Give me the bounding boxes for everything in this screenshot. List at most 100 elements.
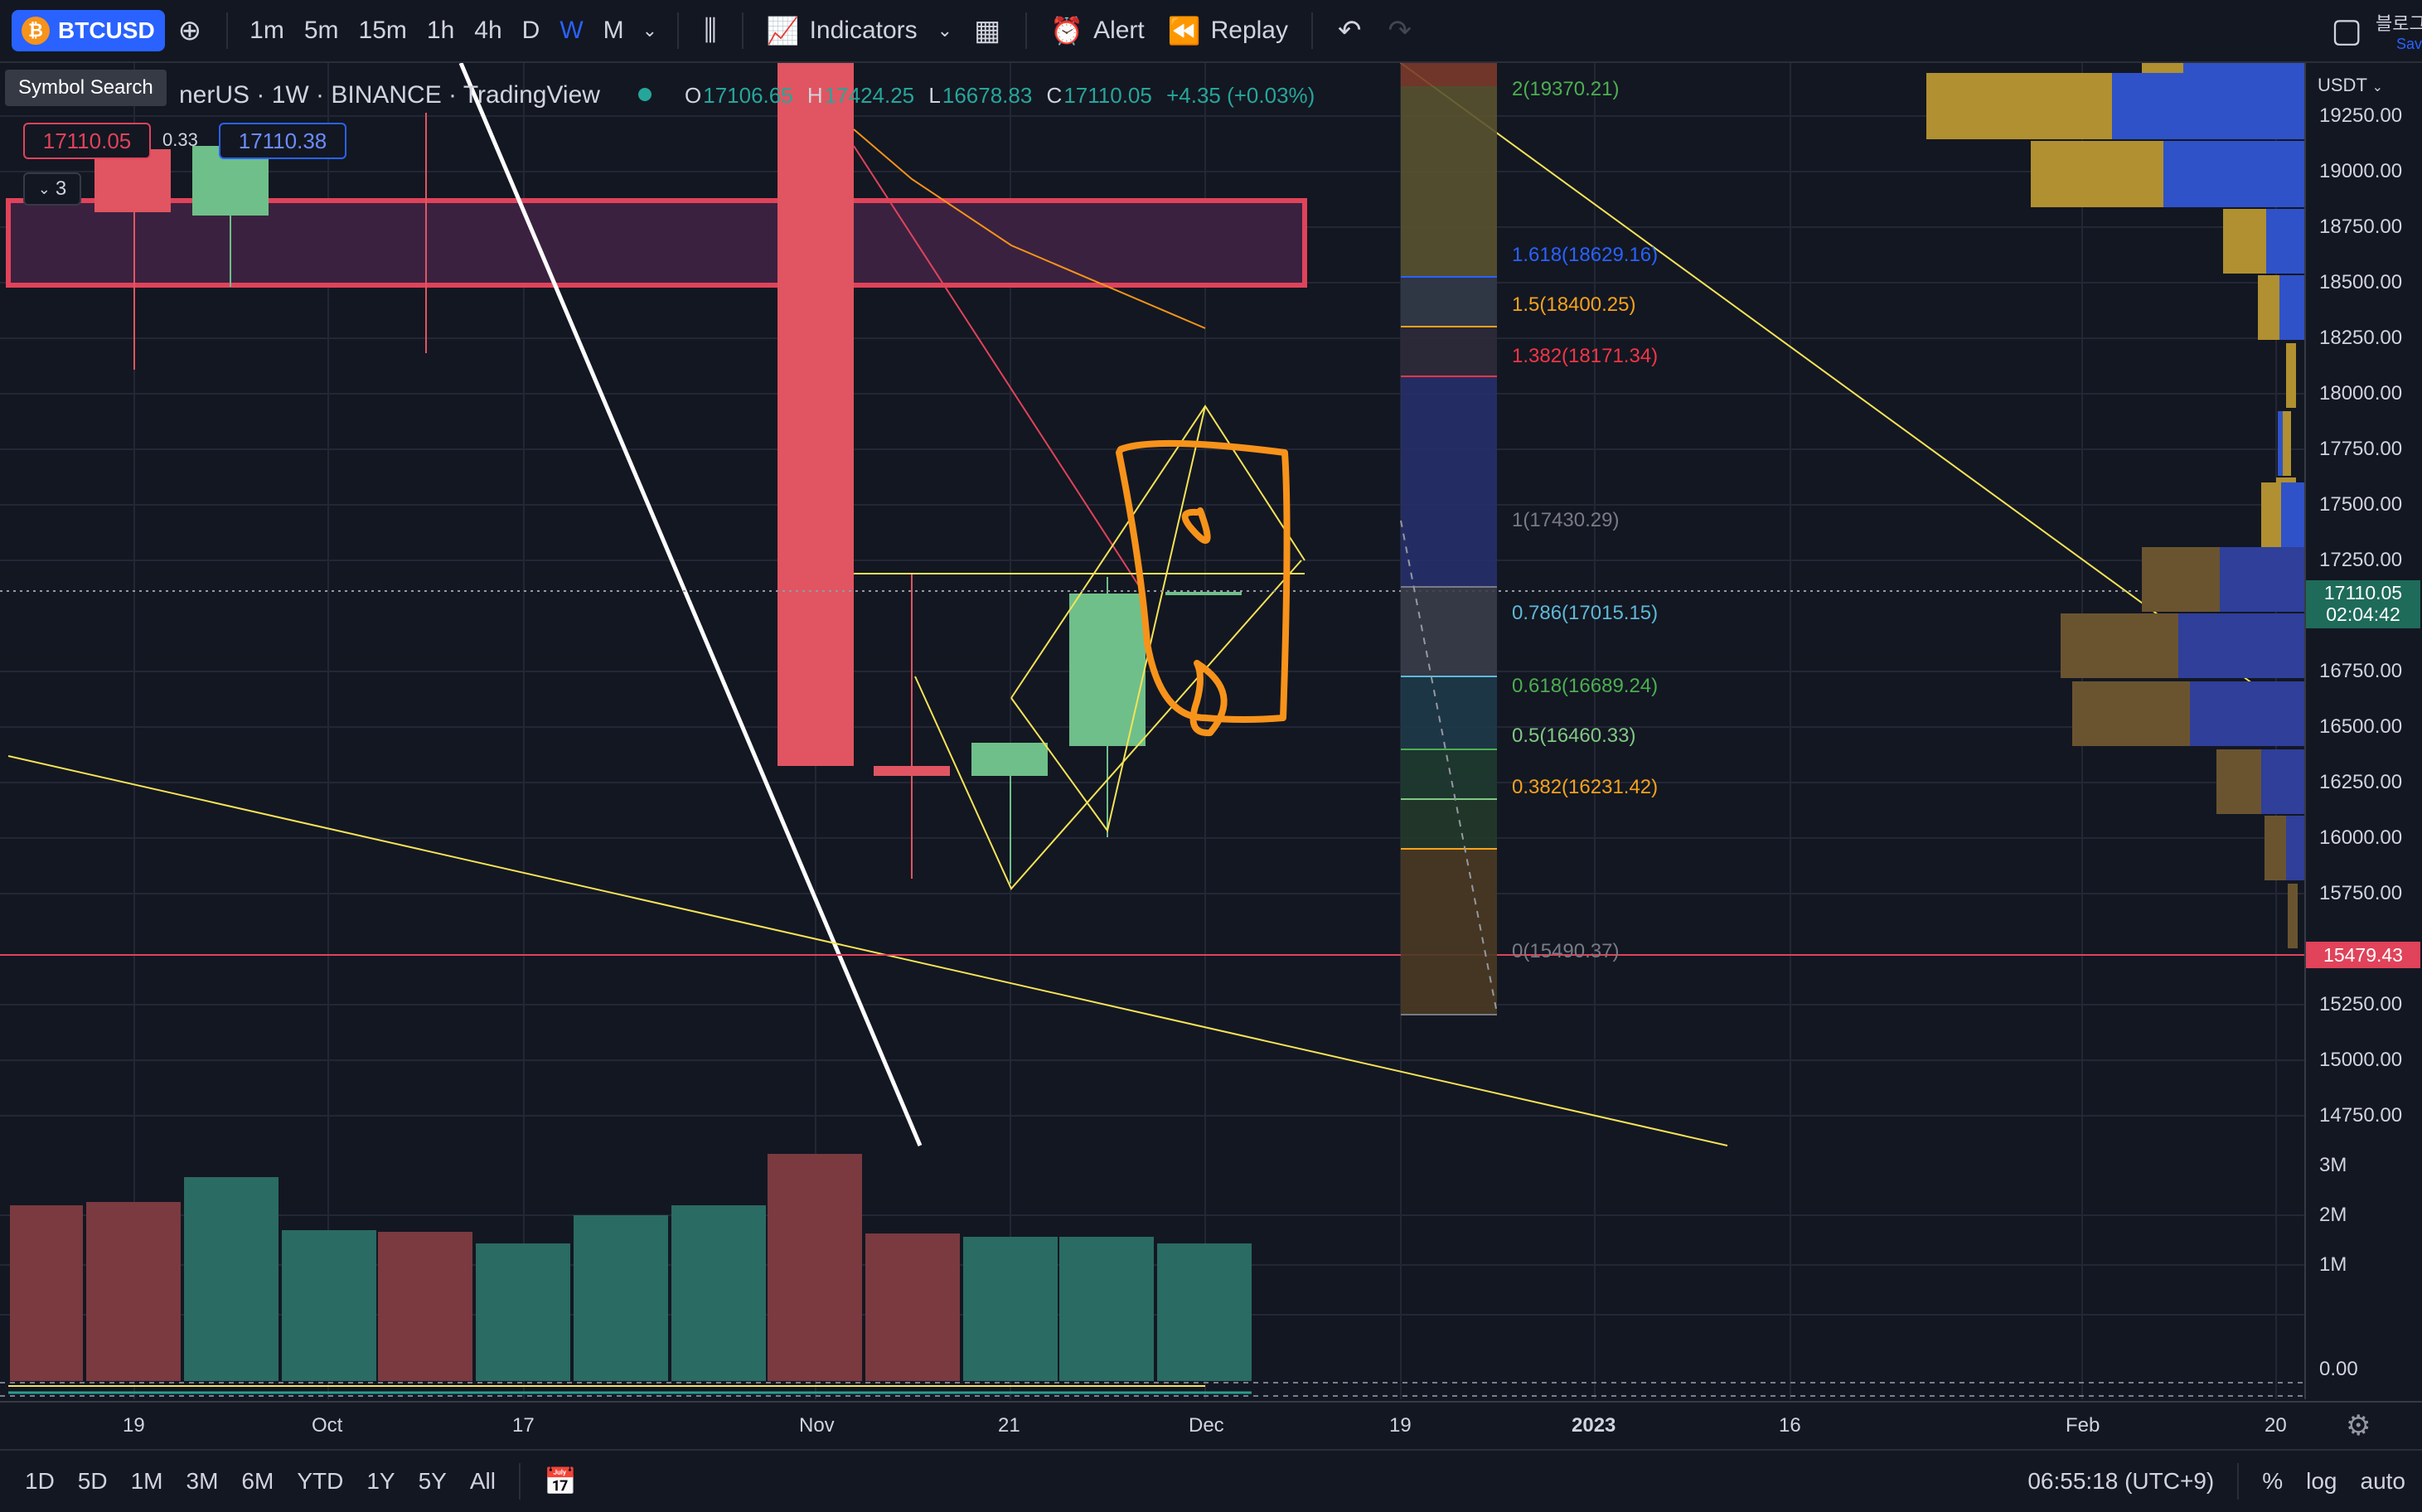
user-label: 블로그 — [2376, 12, 2422, 34]
price-label: 17500.00 — [2319, 493, 2403, 516]
settings-gear-icon[interactable]: ⚙ — [2346, 1410, 2371, 1442]
range-ytd[interactable]: YTD — [297, 1468, 344, 1494]
price-label: 17750.00 — [2319, 438, 2403, 460]
symbol-search-tooltip: Symbol Search — [5, 70, 167, 106]
red-trendline[interactable] — [853, 145, 1145, 594]
time-label: Feb — [2066, 1414, 2100, 1437]
undo-icon[interactable]: ↶ — [1337, 15, 1362, 46]
time-axis[interactable]: 19 Oct 17 Nov 21 Dec 19 2023 16 Feb 20 ⚙ — [0, 1401, 2422, 1449]
time-label: Dec — [1189, 1414, 1224, 1437]
fib-retracement[interactable] — [1400, 63, 1498, 1015]
price-label: 18750.00 — [2319, 216, 2403, 238]
white-trendline[interactable] — [458, 63, 923, 1146]
chevron-down-icon[interactable]: ⌄ — [937, 20, 953, 41]
chevron-down-icon: ⌄ — [37, 180, 51, 197]
freehand-drawing[interactable] — [1116, 439, 1291, 737]
price-label: 16000.00 — [2319, 826, 2403, 849]
calendar-goto-icon[interactable]: 📅 — [543, 1466, 577, 1496]
symbol-label: BTCUSD — [58, 17, 155, 43]
timeframe-15m[interactable]: 15m — [358, 17, 407, 44]
replay-button[interactable]: ⏪ Replay — [1168, 15, 1288, 46]
time-label: 16 — [1779, 1414, 1801, 1437]
alarm-clock-icon: ⏰ — [1050, 16, 1084, 46]
timeframe-5m[interactable]: 5m — [303, 17, 339, 44]
legend-collapse-button[interactable]: ⌄ 3 — [23, 172, 81, 206]
time-label: 19 — [123, 1414, 145, 1437]
time-label: 21 — [998, 1414, 1020, 1437]
chart-title[interactable]: nerUS · 1W · BINANCE · TradingView — [179, 81, 600, 109]
indicators-label: Indicators — [809, 17, 918, 44]
price-label: 15000.00 — [2319, 1049, 2403, 1071]
price-label: 17250.00 — [2319, 549, 2403, 571]
sell-price-box[interactable]: 17110.05 — [23, 123, 151, 159]
user-save-area[interactable]: 블로그 Sav — [2376, 9, 2422, 53]
timeframe-1m[interactable]: 1m — [249, 17, 284, 44]
symbol-button[interactable]: ₿ BTCUSD — [12, 10, 165, 51]
oscillator-pane — [0, 1382, 2304, 1397]
range-5y[interactable]: 5Y — [418, 1468, 447, 1494]
price-label: 18250.00 — [2319, 327, 2403, 349]
range-all[interactable]: All — [469, 1468, 496, 1494]
log-toggle[interactable]: log — [2306, 1468, 2337, 1494]
divider — [226, 12, 229, 49]
price-chart[interactable] — [0, 63, 2304, 1399]
low-value: 16678.83 — [942, 83, 1033, 108]
compare-add-icon[interactable]: ⊕ — [177, 15, 202, 46]
fib-label-0786: 0.786(17015.15) — [1512, 602, 1659, 624]
range-1y[interactable]: 1Y — [366, 1468, 395, 1494]
timeframe-w[interactable]: W — [559, 17, 584, 44]
marked-price-tag: 15479.43 — [2306, 942, 2420, 968]
range-1m[interactable]: 1M — [130, 1468, 163, 1494]
price-label: 19250.00 — [2319, 104, 2403, 127]
replay-label: Replay — [1210, 17, 1288, 44]
fib-label-1618: 1.618(18629.16) — [1512, 244, 1659, 266]
price-label: 19000.00 — [2319, 160, 2403, 182]
candles-icon[interactable]: ⫼ — [704, 14, 717, 46]
timeframe-d[interactable]: D — [521, 17, 540, 44]
chevron-down-icon[interactable]: ⌄ — [642, 20, 658, 41]
redo-icon[interactable]: ↷ — [1388, 15, 1412, 46]
layout-grid-icon[interactable]: ▦ — [974, 15, 1001, 46]
fib-label-0382: 0.382(16231.42) — [1512, 776, 1659, 798]
price-axis[interactable]: USDT ⌄ 19250.00 19000.00 18750.00 18500.… — [2304, 63, 2422, 1399]
currency-selector[interactable]: USDT ⌄ — [2318, 75, 2384, 95]
buy-price-box[interactable]: 17110.38 — [219, 123, 346, 159]
divider — [1025, 12, 1028, 49]
oscillator-label: 0.00 — [2319, 1358, 2358, 1380]
fullscreen-icon[interactable]: ▢ — [2331, 12, 2362, 49]
auto-toggle[interactable]: auto — [2360, 1468, 2406, 1494]
orange-trendline[interactable] — [853, 128, 1206, 329]
indicators-icon: 📈 — [766, 16, 800, 46]
high-value: 17424.25 — [824, 83, 915, 108]
range-5d[interactable]: 5D — [77, 1468, 108, 1494]
fib-label-1: 1(17430.29) — [1512, 509, 1620, 531]
bitcoin-icon: ₿ — [22, 17, 50, 45]
ohlc-legend: O17106.65 H17424.25 L16678.83 C17110.05 … — [685, 83, 1315, 108]
price-label: 16250.00 — [2319, 771, 2403, 793]
volume-label: 3M — [2319, 1154, 2347, 1176]
time-label: Oct — [312, 1414, 343, 1437]
fib-label-05: 0.5(16460.33) — [1512, 724, 1636, 747]
collapse-count: 3 — [55, 177, 67, 200]
fib-label-1382: 1.382(18171.34) — [1512, 345, 1659, 367]
range-6m[interactable]: 6M — [241, 1468, 274, 1494]
indicators-button[interactable]: 📈 Indicators — [767, 15, 918, 46]
alert-button[interactable]: ⏰ Alert — [1050, 15, 1145, 46]
market-status-icon — [638, 88, 652, 101]
percent-toggle[interactable]: % — [2262, 1468, 2284, 1494]
timeframe-1h[interactable]: 1h — [426, 17, 455, 44]
spread-value: 0.33 — [162, 129, 198, 150]
range-1d[interactable]: 1D — [25, 1468, 55, 1494]
divider — [741, 12, 744, 49]
volume-profile — [1926, 63, 2304, 948]
bar-countdown: 02:04:42 — [2326, 603, 2400, 625]
timeframe-m[interactable]: M — [603, 17, 624, 44]
timeframe-4h[interactable]: 4h — [474, 17, 502, 44]
volume-bars — [10, 1154, 1252, 1381]
price-label: 18000.00 — [2319, 382, 2403, 405]
clock-timezone[interactable]: 06:55:18 (UTC+9) — [2027, 1468, 2215, 1494]
price-label: 14750.00 — [2319, 1104, 2403, 1127]
range-3m[interactable]: 3M — [186, 1468, 219, 1494]
candles — [94, 63, 1242, 884]
fib-label-0618: 0.618(16689.24) — [1512, 675, 1659, 697]
